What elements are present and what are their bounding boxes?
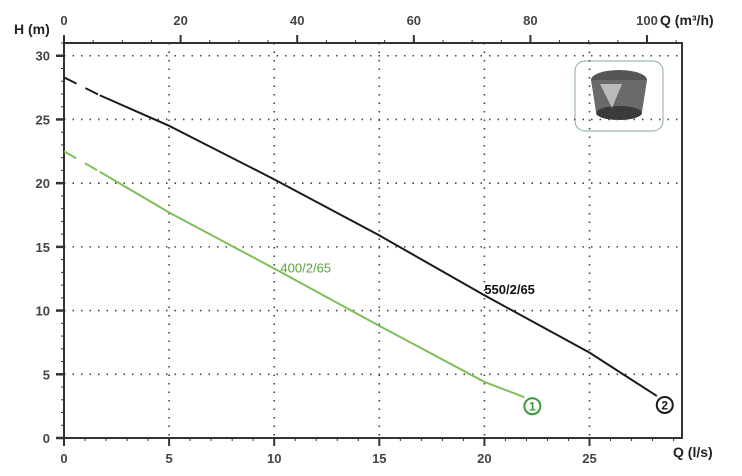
y-axis-label: H (m) — [14, 21, 50, 37]
y-tick-label: 30 — [36, 49, 50, 64]
y-tick-label: 25 — [36, 112, 50, 127]
series-550/2/65-dashed — [63, 76, 101, 97]
x2-tick-label: 20 — [173, 13, 187, 28]
x-tick-label: 5 — [165, 451, 172, 466]
x-axis-label: Q (l/s) — [673, 444, 713, 460]
series-marker-label: 1 — [529, 400, 536, 414]
series-end-marker — [523, 397, 542, 416]
series-400/2/65-dashed — [63, 150, 101, 173]
series-end-marker — [655, 395, 674, 414]
plot-frame — [63, 42, 683, 439]
x-tick-label: 25 — [582, 451, 596, 466]
series-line — [99, 94, 658, 397]
impeller-image — [574, 60, 664, 132]
series-label: 550/2/65 — [484, 282, 535, 297]
x2-tick-label: 80 — [523, 13, 537, 28]
y-tick-label: 0 — [43, 431, 50, 446]
x-tick-label: 20 — [477, 451, 491, 466]
x2-tick-label: 0 — [60, 13, 67, 28]
x-tick-label: 0 — [60, 451, 67, 466]
x2-tick-label: 100 — [636, 13, 658, 28]
series-label: 400/2/65 — [280, 260, 331, 275]
x2-tick-label: 40 — [290, 13, 304, 28]
series-line — [99, 170, 525, 399]
series-marker-label: 2 — [661, 398, 668, 412]
y-tick-label: 5 — [43, 367, 50, 382]
y-tick-label: 10 — [36, 304, 50, 319]
x-tick-label: 10 — [267, 451, 281, 466]
x-tick-label: 15 — [372, 451, 386, 466]
x2-axis-label: Q (m³/h) — [660, 12, 714, 28]
grid — [64, 43, 682, 438]
y-tick-label: 15 — [36, 240, 50, 255]
y-tick-label: 20 — [36, 176, 50, 191]
x2-tick-label: 60 — [407, 13, 421, 28]
